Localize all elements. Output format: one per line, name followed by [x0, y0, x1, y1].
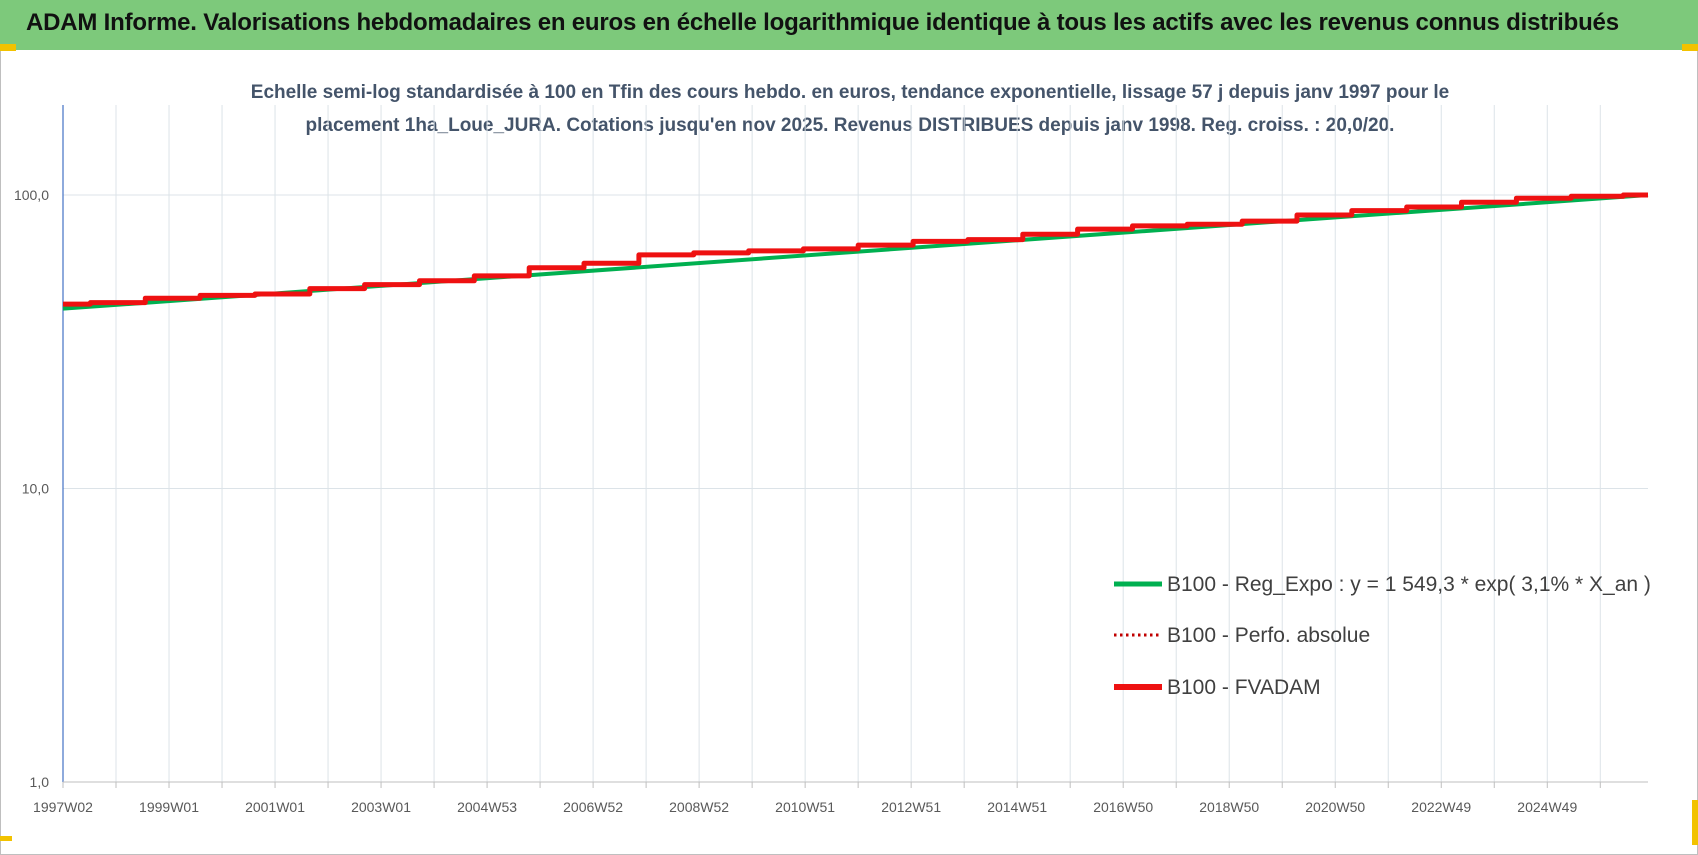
- x-tick-label: 2024W49: [1517, 799, 1577, 815]
- series-fvadam-line: [63, 192, 1648, 307]
- legend-label: B100 - FVADAM: [1167, 676, 1321, 699]
- y-tick-label: 100,0: [14, 187, 49, 203]
- axes: 1,0 10,0 100,0 1997W02 1999W01 2001W01 2003W01…: [14, 105, 1648, 815]
- chart-title: Echelle semi-log standardisée à 100 en T…: [100, 76, 1600, 142]
- corner-mark-top-right: [1682, 44, 1698, 51]
- x-tick-label: 2018W50: [1199, 799, 1259, 815]
- page-title: ADAM Informe. Valorisations hebdomadaire…: [26, 9, 1619, 36]
- x-tick-label: 2014W51: [987, 799, 1047, 815]
- legend: B100 - Reg_Expo : y = 1 549,3 * exp( 3,1…: [1114, 573, 1651, 699]
- x-tick-label: 1997W02: [33, 799, 93, 815]
- chart-title-line2: placement 1ha_Loue_JURA. Cotations jusqu…: [305, 115, 1395, 136]
- corner-mark-top-left: [0, 44, 16, 51]
- x-tick-label: 2012W51: [881, 799, 941, 815]
- x-tick-label: 2004W53: [457, 799, 517, 815]
- chart-title-line1: Echelle semi-log standardisée à 100 en T…: [250, 82, 1450, 103]
- x-tick-label: 2022W49: [1411, 799, 1471, 815]
- x-tick-label: 2008W52: [669, 799, 729, 815]
- x-tick-label: 2016W50: [1093, 799, 1153, 815]
- series-lines: [62, 192, 1649, 311]
- header-banner: ADAM Informe. Valorisations hebdomadaire…: [0, 0, 1698, 50]
- corner-mark-bottom-left: [0, 836, 12, 841]
- corner-mark-bottom-right: [1692, 800, 1698, 845]
- y-tick-label: 1,0: [30, 774, 50, 790]
- x-tick-label: 2006W52: [563, 799, 623, 815]
- legend-label: B100 - Reg_Expo : y = 1 549,3 * exp( 3,1…: [1167, 573, 1651, 596]
- y-tick-label: 10,0: [22, 481, 49, 497]
- legend-label: B100 - Perfo. absolue: [1167, 624, 1370, 647]
- x-tick-label: 2010W51: [775, 799, 835, 815]
- x-tick-label: 2020W50: [1305, 799, 1365, 815]
- x-tick-label: 2003W01: [351, 799, 411, 815]
- x-tick-label: 2001W01: [245, 799, 305, 815]
- x-tick-label: 1999W01: [139, 799, 199, 815]
